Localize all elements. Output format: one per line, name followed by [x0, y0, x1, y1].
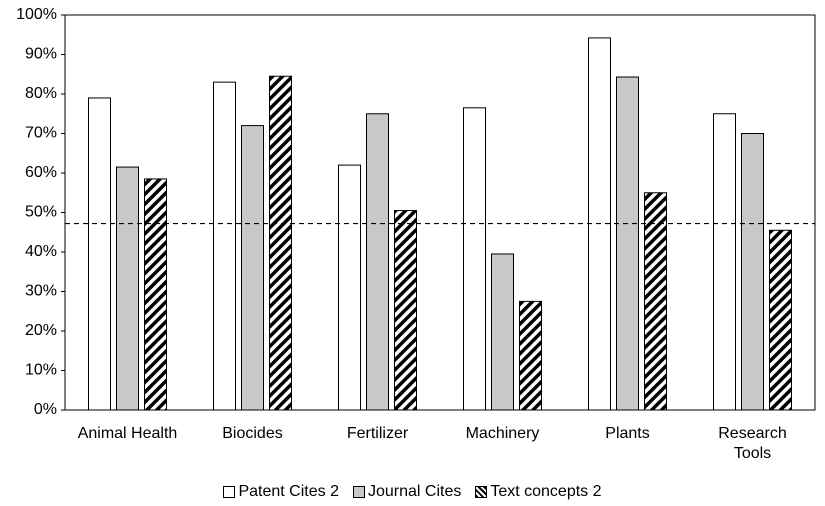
y-tick-label: 100% — [16, 6, 57, 23]
y-tick-label: 70% — [25, 125, 57, 142]
legend-swatch — [352, 486, 365, 498]
bar — [269, 75, 292, 411]
x-tick-label: Machinery — [465, 425, 540, 442]
bar — [519, 300, 542, 411]
bar — [88, 97, 111, 411]
x-tick-label: Animal Health — [77, 425, 178, 442]
bar — [116, 166, 139, 411]
legend-swatch — [475, 486, 488, 498]
y-tick-label: 0% — [34, 401, 57, 418]
x-tick-label: Plants — [605, 425, 650, 442]
legend-label: Journal Cites — [367, 483, 462, 500]
bar — [394, 210, 417, 411]
y-tick-label: 40% — [25, 243, 57, 260]
plot-frame — [64, 14, 816, 411]
bar — [741, 133, 764, 411]
y-tick-label: 80% — [25, 85, 57, 102]
legend-label: Text concepts 2 — [490, 483, 602, 500]
x-tick-label: Biocides — [222, 425, 283, 442]
bar — [644, 192, 667, 411]
legend-swatch — [223, 486, 236, 498]
bar — [213, 81, 236, 411]
legend-label: Patent Cites 2 — [238, 483, 339, 500]
bar — [463, 107, 486, 411]
y-tick-label: 90% — [25, 46, 57, 63]
bar — [616, 76, 639, 411]
x-tick-label: Fertilizer — [346, 425, 409, 442]
legend-item: Patent Cites 2 — [223, 483, 339, 501]
y-tick-label: 50% — [25, 204, 57, 221]
y-tick-label: 60% — [25, 164, 57, 181]
y-tick-label: 20% — [25, 322, 57, 339]
bar — [144, 178, 167, 411]
legend-item: Text concepts 2 — [475, 483, 602, 501]
bar — [491, 253, 514, 411]
legend-item: Journal Cites — [352, 483, 462, 501]
y-tick-label: 30% — [25, 283, 57, 300]
x-tick-label: Research Tools — [718, 425, 787, 462]
bar — [338, 164, 361, 411]
y-tick-label: 10% — [25, 362, 57, 379]
legend: Patent Cites 2 Journal Cites Text concepts… — [0, 483, 825, 501]
bar — [241, 125, 264, 411]
bar — [713, 113, 736, 411]
bar — [366, 113, 389, 411]
bar — [769, 229, 792, 411]
